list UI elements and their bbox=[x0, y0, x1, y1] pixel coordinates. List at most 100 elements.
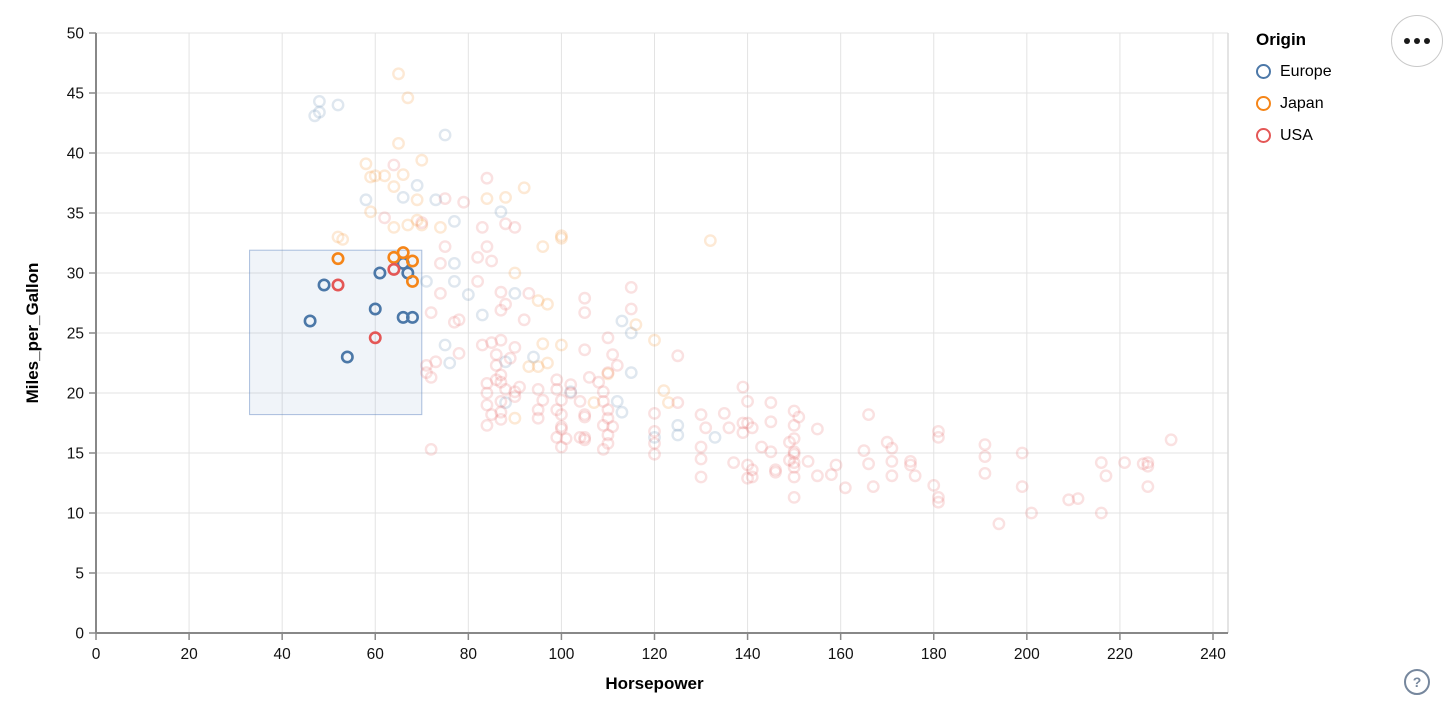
data-point-unselected bbox=[824, 468, 838, 481]
data-point-unselected bbox=[480, 376, 494, 390]
data-point-unselected bbox=[331, 230, 345, 244]
data-point-unselected bbox=[396, 168, 410, 182]
options-menu-button[interactable] bbox=[1391, 15, 1443, 67]
data-point-unselected bbox=[536, 337, 550, 351]
data-point-unselected bbox=[434, 286, 447, 300]
data-point-unselected bbox=[415, 153, 429, 167]
data-point-unselected bbox=[555, 440, 568, 454]
data-point-unselected bbox=[447, 214, 461, 228]
data-point-unselected bbox=[601, 411, 615, 425]
data-point-unselected bbox=[499, 297, 512, 311]
data-point-unselected bbox=[522, 286, 536, 300]
data-point-unselected bbox=[555, 393, 568, 407]
data-point-unselected bbox=[494, 375, 508, 389]
data-point-unselected bbox=[485, 336, 499, 349]
data-point-unselected bbox=[550, 430, 564, 444]
data-point-unselected bbox=[838, 481, 852, 495]
data-point-unselected bbox=[578, 343, 592, 357]
legend-title: Origin bbox=[1256, 30, 1307, 49]
data-point-unselected bbox=[531, 294, 545, 307]
data-point-unselected bbox=[494, 412, 508, 426]
data-point-unselected bbox=[624, 302, 638, 316]
data-point-unselected bbox=[578, 408, 592, 421]
data-point-selected bbox=[317, 278, 331, 292]
data-point-unselected bbox=[624, 280, 638, 294]
data-point-unselected bbox=[531, 360, 545, 373]
data-point-unselected bbox=[368, 169, 382, 183]
data-point-unselected bbox=[885, 454, 899, 468]
data-point-unselected bbox=[485, 254, 499, 268]
data-point-unselected bbox=[764, 445, 778, 459]
data-point-unselected bbox=[555, 231, 568, 245]
data-point-unselected bbox=[908, 469, 922, 483]
data-point-unselected bbox=[308, 109, 322, 123]
data-point-unselected bbox=[541, 356, 554, 370]
data-point-unselected bbox=[434, 220, 447, 234]
data-point-unselected bbox=[671, 428, 685, 442]
data-point-unselected bbox=[829, 458, 843, 472]
data-point-unselected bbox=[452, 346, 466, 360]
data-point-unselected bbox=[387, 220, 401, 234]
data-point-unselected bbox=[783, 435, 796, 449]
data-point-unselected bbox=[629, 318, 643, 331]
data-point-unselected bbox=[699, 421, 713, 435]
data-point-unselected bbox=[573, 430, 587, 444]
data-point-selected bbox=[331, 278, 345, 292]
data-point-unselected bbox=[424, 370, 438, 384]
data-point-unselected bbox=[1118, 456, 1131, 469]
data-point-unselected bbox=[494, 333, 508, 347]
japan-point-icon bbox=[1256, 96, 1271, 111]
y-tick-label: 15 bbox=[67, 446, 84, 463]
brush-selection[interactable] bbox=[249, 249, 423, 416]
axes: 0 20 40 60 80 100 120 140 160 180 200 220 240 0 5 10 15 2… bbox=[23, 26, 1228, 693]
data-point-unselected bbox=[1141, 459, 1155, 473]
x-tick-label: 220 bbox=[1107, 646, 1133, 663]
data-point-unselected bbox=[415, 218, 429, 232]
data-point-unselected bbox=[596, 385, 610, 399]
data-point-unselected bbox=[648, 447, 661, 461]
data-point-unselected bbox=[536, 240, 550, 254]
data-point-unselected bbox=[1164, 433, 1178, 447]
data-point-unselected bbox=[1062, 493, 1076, 507]
x-tick-label: 60 bbox=[367, 646, 385, 663]
data-point-unselected bbox=[420, 358, 433, 372]
data-point-unselected bbox=[550, 373, 564, 387]
data-point-unselected bbox=[508, 390, 522, 403]
data-point-selected bbox=[396, 246, 410, 260]
data-point-unselected bbox=[429, 355, 443, 369]
data-point-unselected bbox=[475, 308, 489, 322]
data-point-unselected bbox=[587, 396, 601, 409]
data-point-unselected bbox=[624, 366, 638, 379]
data-point-unselected bbox=[610, 394, 624, 408]
help-button[interactable]: ? bbox=[1404, 669, 1430, 695]
data-point-unselected bbox=[787, 456, 801, 469]
data-point-unselected bbox=[494, 405, 508, 419]
data-point-unselected bbox=[978, 438, 992, 451]
data-point-unselected bbox=[1071, 492, 1085, 505]
data-point-unselected bbox=[769, 465, 782, 479]
data-point-unselected bbox=[392, 136, 405, 150]
x-tick-label: 140 bbox=[735, 646, 761, 663]
data-point-unselected bbox=[410, 213, 424, 227]
data-point-unselected bbox=[499, 217, 512, 231]
data-point-unselected bbox=[648, 430, 661, 444]
data-point-unselected bbox=[932, 490, 945, 504]
data-point-unselected bbox=[648, 424, 661, 438]
data-point-unselected bbox=[862, 408, 875, 421]
data-point-unselected bbox=[787, 404, 801, 418]
data-point-unselected bbox=[703, 234, 717, 248]
data-point-unselected bbox=[471, 250, 485, 264]
data-point-unselected bbox=[424, 442, 438, 456]
x-tick-label: 20 bbox=[180, 646, 198, 663]
data-point-unselected bbox=[503, 351, 517, 365]
data-point-unselected bbox=[745, 463, 759, 477]
x-axis-title: Horsepower bbox=[605, 674, 704, 693]
data-point-unselected bbox=[708, 430, 722, 444]
data-point-unselected bbox=[932, 495, 945, 509]
y-tick-label: 45 bbox=[67, 86, 84, 103]
data-point-selected bbox=[405, 274, 419, 288]
data-point-unselected bbox=[508, 220, 522, 234]
data-point-unselected bbox=[513, 380, 526, 394]
data-point-unselected bbox=[438, 192, 452, 206]
